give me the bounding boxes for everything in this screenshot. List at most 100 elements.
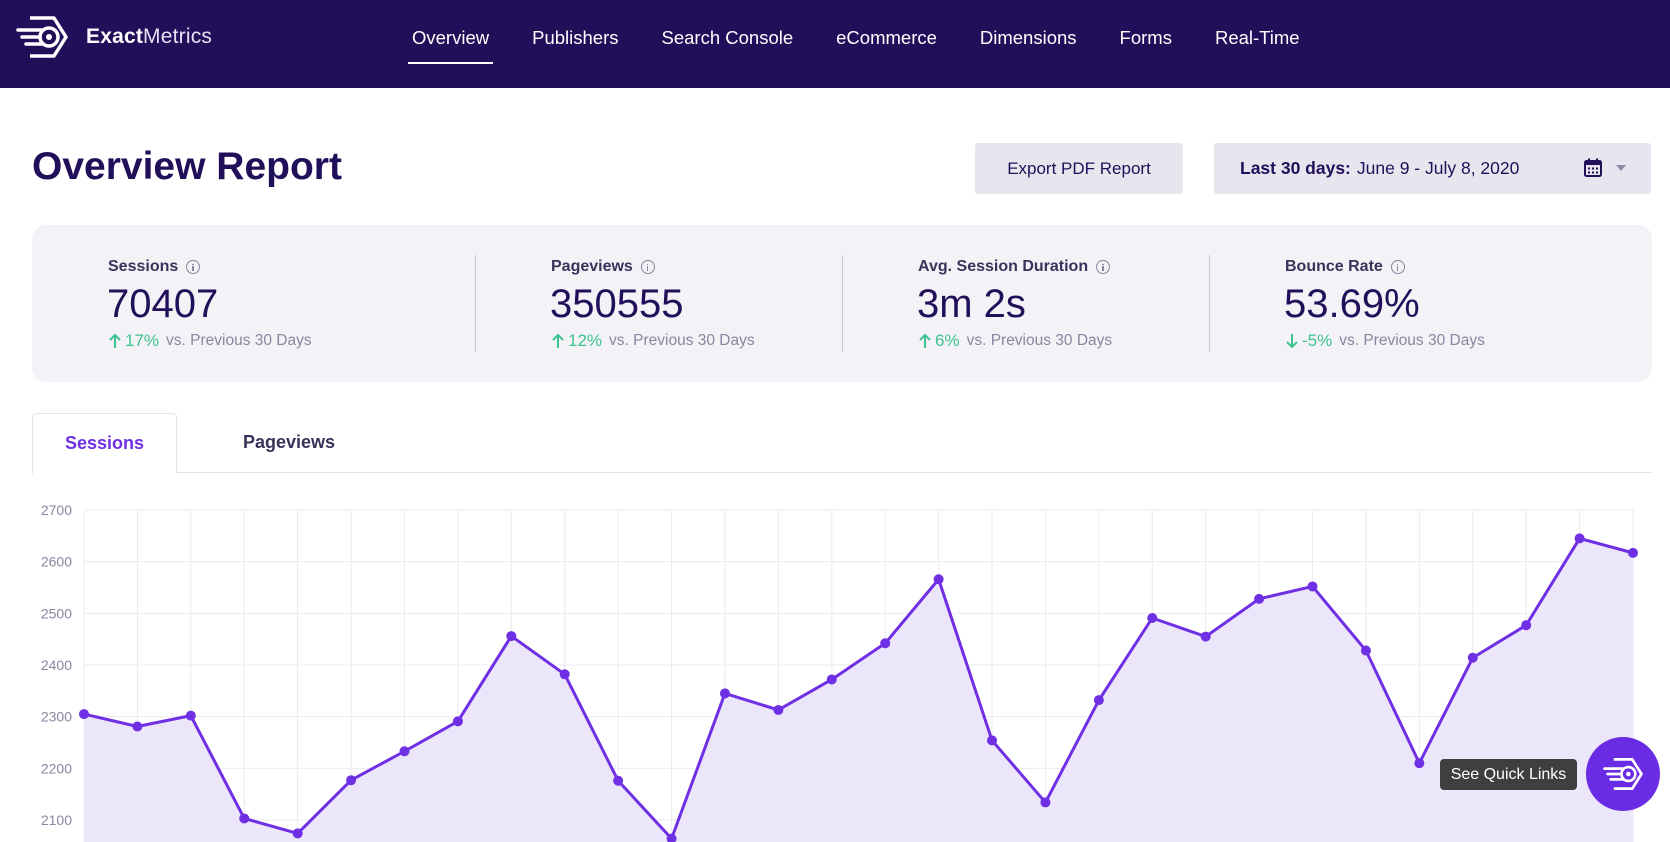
stat-change-percent: 6% [935,331,960,350]
info-icon[interactable] [1390,260,1405,274]
exactmetrics-logo-icon [16,16,68,58]
stat-compare-text: vs. Previous 30 Days [1339,332,1485,349]
stats-summary-panel: Sessions 70407 17% vs. Previous 30 Days … [32,225,1652,382]
stat-label: Avg. Session Duration [918,258,1111,276]
arrow-up-icon [552,333,564,348]
data-point [1040,797,1051,808]
nav-item-ecommerce[interactable]: eCommerce [836,27,937,48]
data-point [399,746,410,757]
calendar-icon [1584,158,1602,177]
exactmetrics-logo-icon [1603,758,1643,790]
data-point [1521,620,1532,631]
chevron-down-icon [1616,165,1626,171]
stat-value: 3m 2s [917,282,1026,326]
data-point [132,721,143,732]
stat-label-text: Sessions [108,258,179,275]
main-nav: Overview Publishers Search Console eComm… [408,0,1339,88]
data-point [185,710,196,721]
stat-label: Sessions [108,258,201,276]
stat-value: 70407 [107,282,219,326]
data-point [452,716,463,727]
data-point [1200,631,1211,642]
data-point [719,688,730,699]
stat-value: 350555 [550,282,684,326]
app-name: ExactMetrics [86,25,213,48]
data-point [239,813,250,824]
data-point [346,775,357,786]
nav-item-publishers[interactable]: Publishers [532,27,619,48]
data-point [826,674,837,685]
page-title: Overview Report [32,145,342,188]
top-navigation-bar: ExactMetrics Overview Publishers Search … [0,0,1670,88]
nav-item-search-console[interactable]: Search Console [661,27,794,48]
y-tick-label: 2100 [41,812,72,828]
data-point [613,775,624,786]
app-logo[interactable]: ExactMetrics [16,14,212,60]
stat-divider [475,255,476,352]
nav-item-dimensions[interactable]: Dimensions [979,27,1077,48]
stat-change: 17% vs. Previous 30 Days [108,331,312,351]
data-point [292,828,303,839]
stat-value: 53.69% [1284,282,1420,326]
y-tick-label: 2300 [41,709,72,725]
data-point [1414,758,1425,769]
nav-item-forms[interactable]: Forms [1119,27,1172,48]
stat-label: Bounce Rate [1285,258,1405,276]
y-tick-label: 2400 [41,657,72,673]
data-point [1254,593,1265,604]
sessions-line [83,536,1634,841]
date-range-prefix: Last 30 days: [1240,158,1351,178]
stat-change: 12% vs. Previous 30 Days [551,331,755,351]
data-point [933,574,944,585]
nav-item-real-time[interactable]: Real-Time [1214,27,1300,48]
info-icon[interactable] [186,260,201,274]
stat-label: Pageviews [551,258,655,276]
stat-divider [1209,255,1210,352]
stat-label-text: Pageviews [551,258,633,275]
data-point [1307,581,1318,592]
see-quick-links-tooltip: See Quick Links [1440,759,1577,790]
data-point [666,833,677,842]
export-pdf-button[interactable]: Export PDF Report [975,143,1183,194]
arrow-up-icon [109,333,121,348]
data-point [559,669,570,680]
data-point [1360,645,1371,656]
sessions-chart: 2700 2600 2500 2400 2300 2200 2100 [41,502,1638,842]
stat-compare-text: vs. Previous 30 Days [166,332,312,349]
data-point [1147,612,1158,623]
y-tick-label: 2500 [41,605,72,621]
stat-compare-text: vs. Previous 30 Days [609,332,755,349]
data-point [987,735,998,746]
y-tick-label: 2700 [41,502,72,518]
data-point [880,638,891,649]
quick-links-button[interactable] [1586,737,1660,811]
stat-change: -5% vs. Previous 30 Days [1285,331,1485,351]
arrow-down-icon [1286,334,1298,349]
stat-change-percent: 12% [568,331,603,350]
nav-item-overview[interactable]: Overview [408,0,494,88]
data-point [1574,533,1585,544]
stat-label-text: Avg. Session Duration [918,258,1089,275]
stat-change-percent: -5% [1302,331,1333,350]
date-range-value: June 9 - July 8, 2020 [1356,158,1520,178]
tab-pageviews[interactable]: Pageviews [242,432,336,452]
data-point [506,631,517,642]
chart-tabs: Sessions Pageviews [32,413,1652,474]
stat-change: 6% vs. Previous 30 Days [918,331,1112,351]
data-point [1628,547,1638,558]
info-icon[interactable] [640,260,655,274]
stat-change-percent: 17% [125,331,160,350]
data-point [79,709,89,720]
data-point [1467,652,1478,663]
stat-divider [842,255,843,352]
stat-compare-text: vs. Previous 30 Days [966,332,1113,349]
info-icon[interactable] [1096,260,1111,274]
data-point [1093,695,1104,706]
tab-sessions[interactable]: Sessions [32,413,177,474]
data-point [773,704,784,715]
y-tick-label: 2200 [41,760,72,776]
date-range-picker[interactable]: Last 30 days: June 9 - July 8, 2020 [1214,143,1651,194]
sessions-area [84,538,1633,842]
stat-label-text: Bounce Rate [1285,258,1383,275]
y-tick-label: 2600 [41,554,72,570]
